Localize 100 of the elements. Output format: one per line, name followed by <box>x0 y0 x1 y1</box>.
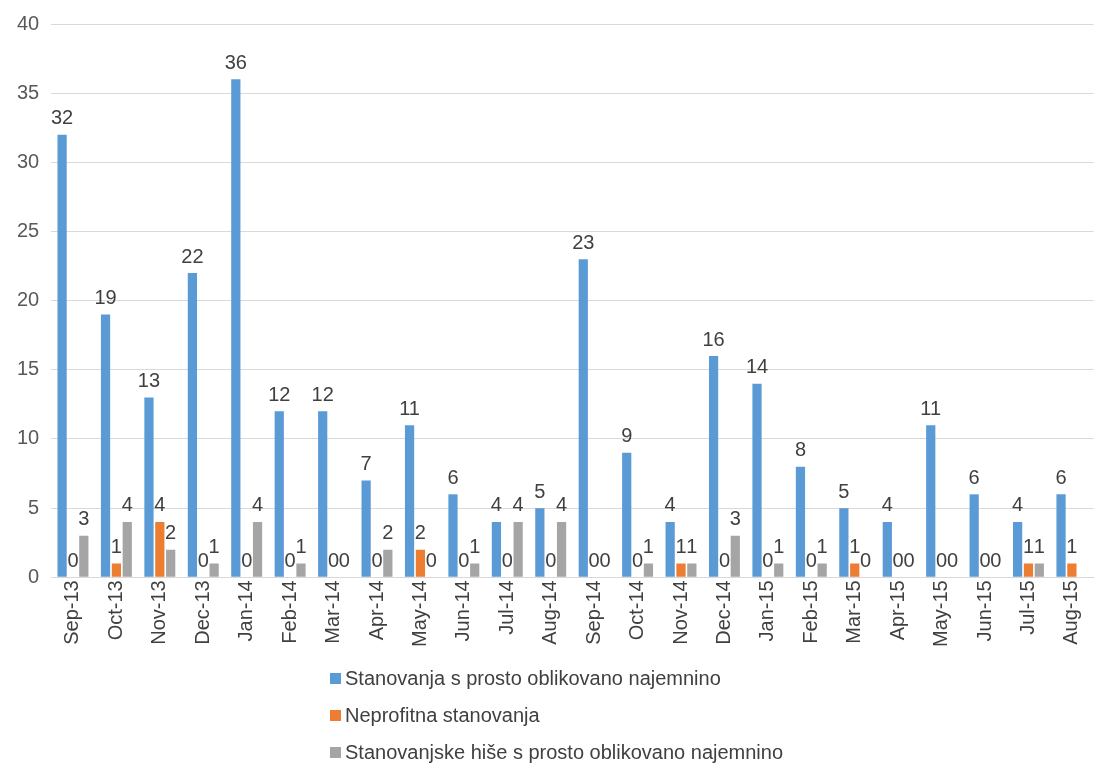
data-label: 13 <box>137 369 161 391</box>
data-label: 19 <box>94 286 117 308</box>
bar <box>752 383 762 577</box>
x-tick-label: Nov-13 <box>147 580 170 645</box>
bar <box>1023 563 1034 577</box>
bar <box>100 314 111 577</box>
legend-label: Neprofitna stanovanja <box>345 704 540 727</box>
data-label: 0 <box>892 548 904 571</box>
data-label: 22 <box>181 244 204 267</box>
data-label: 9 <box>621 424 633 447</box>
bar <box>1056 494 1066 577</box>
data-label: 6 <box>968 465 980 488</box>
data-label: 1 <box>816 534 828 557</box>
data-label: 0 <box>588 548 600 571</box>
y-tick-label: 5 <box>28 495 40 518</box>
x-tick-label: Sep-14 <box>581 580 604 645</box>
y-tick-label: 25 <box>17 219 40 242</box>
data-label: 4 <box>664 493 676 516</box>
data-label: 0 <box>990 548 1002 571</box>
data-label: 1 <box>849 534 861 557</box>
x-tick-label: Mar-14 <box>321 580 344 644</box>
data-label: 6 <box>447 465 459 488</box>
x-tick-label: Mar-15 <box>842 580 865 644</box>
y-tick-label: 35 <box>17 80 40 103</box>
data-label: 4 <box>251 493 264 516</box>
x-tick-label: Nov-14 <box>668 580 691 645</box>
data-label: 1 <box>208 534 220 557</box>
data-label: 0 <box>458 548 470 571</box>
x-tick-label: Sep-13 <box>60 580 83 645</box>
data-label: 1 <box>110 534 122 557</box>
data-label: 11 <box>399 396 420 419</box>
bar <box>274 411 284 577</box>
bar <box>850 563 860 577</box>
bar <box>730 535 740 577</box>
data-label: 7 <box>360 452 372 474</box>
bar <box>556 521 567 577</box>
bar <box>513 521 523 577</box>
bar <box>491 521 502 577</box>
data-label: 0 <box>903 548 915 571</box>
data-label: 4 <box>881 493 893 516</box>
data-label: 11 <box>920 396 942 419</box>
bar <box>687 563 697 577</box>
bar <box>57 134 67 577</box>
data-label: 3 <box>78 507 90 530</box>
bar <box>643 563 654 577</box>
data-label: 5 <box>838 479 850 502</box>
bar <box>708 355 719 577</box>
x-tick-label: Jun-14 <box>451 580 474 642</box>
data-label: 36 <box>224 50 247 73</box>
y-tick-label: 0 <box>28 564 40 587</box>
data-label: 0 <box>599 548 611 571</box>
legend-label: Stanovanjske hiše s prosto oblikovano najemnino <box>345 741 784 764</box>
data-label: 0 <box>805 548 817 571</box>
data-label: 0 <box>284 548 296 571</box>
bar <box>361 480 371 577</box>
bar <box>578 259 588 577</box>
x-tick-label: Apr-14 <box>364 580 387 641</box>
x-tick-label: Aug-15 <box>1059 580 1082 645</box>
data-label: 0 <box>632 548 644 571</box>
x-tick-label: Feb-15 <box>798 580 821 644</box>
data-label: 0 <box>327 548 340 571</box>
data-label: 0 <box>979 548 991 571</box>
data-label: 1 <box>1022 534 1035 557</box>
data-label: 0 <box>946 548 959 571</box>
data-label: 1 <box>773 534 785 557</box>
x-tick-label: May-14 <box>407 580 430 648</box>
data-label: 4 <box>556 493 568 516</box>
data-label: 6 <box>1055 465 1067 488</box>
data-label: 16 <box>702 327 725 350</box>
data-label: 0 <box>197 548 209 571</box>
data-label: 1 <box>469 534 481 557</box>
data-label: 12 <box>311 382 334 405</box>
y-tick-label: 20 <box>17 288 40 311</box>
x-tick-label: May-15 <box>929 580 952 648</box>
bar <box>882 521 892 577</box>
x-tick-label: Oct-13 <box>103 580 126 641</box>
data-label: 0 <box>936 548 948 571</box>
bar <box>1012 521 1023 577</box>
bar <box>111 563 122 577</box>
bar <box>122 521 132 577</box>
data-label: 4 <box>1012 493 1024 516</box>
data-label: 0 <box>501 548 513 571</box>
bar <box>209 563 219 577</box>
data-label: 12 <box>268 382 291 405</box>
y-tick-label: 10 <box>17 426 40 449</box>
data-label: 0 <box>425 548 437 571</box>
bar <box>535 508 545 577</box>
x-tick-label: Jun-15 <box>972 580 995 642</box>
bar <box>296 563 306 577</box>
data-label: 1 <box>686 534 698 557</box>
data-label: 4 <box>512 493 524 516</box>
data-label: 5 <box>534 479 546 502</box>
bar <box>676 563 686 577</box>
data-label: 0 <box>762 548 774 571</box>
x-tick-label: Aug-14 <box>538 580 561 645</box>
data-label: 2 <box>382 521 394 544</box>
data-label: 1 <box>295 534 307 557</box>
data-label: 1 <box>1033 534 1045 557</box>
data-label: 1 <box>1066 534 1078 557</box>
x-tick-label: Dec-13 <box>190 580 213 645</box>
